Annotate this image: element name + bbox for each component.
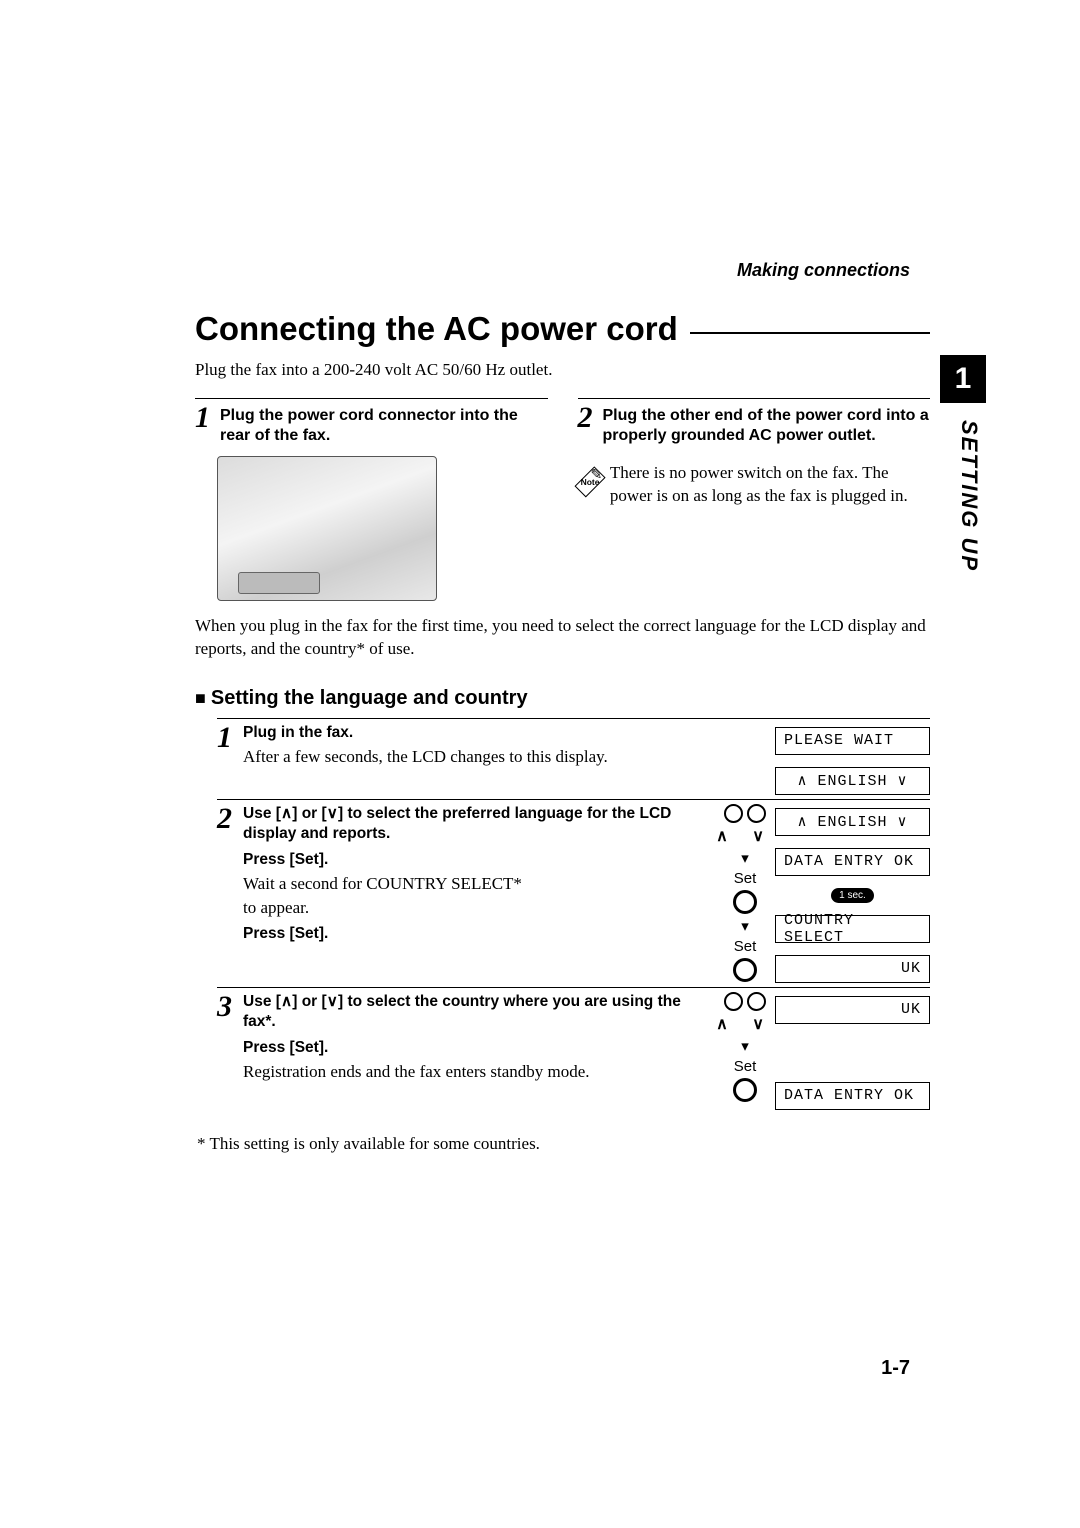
top-step-1: 1 Plug the power cord connector into the… (195, 398, 548, 601)
steps-block: 1 Plug in the fax. After a few seconds, … (217, 718, 930, 1110)
button-icon (724, 804, 743, 823)
lcd-display: ∧ ENGLISH ∨ (775, 808, 930, 836)
press-set: Press [Set]. (243, 850, 707, 870)
note-icon: Note (574, 466, 605, 497)
wait-badge: 1 sec. (831, 888, 874, 903)
step-subtext: After a few seconds, the LCD changes to … (243, 747, 707, 767)
set-label: Set (734, 1058, 757, 1075)
note-box: Note There is no power switch on the fax… (578, 462, 931, 508)
step-number: 1 (195, 403, 210, 433)
step-number: 1 (217, 723, 243, 795)
step-number: 3 (217, 992, 243, 1110)
lcd-display: PLEASE WAIT (775, 727, 930, 755)
step-instruction: Plug in the fax. (243, 723, 707, 743)
press-set: Press [Set]. (243, 924, 707, 944)
page-title: Connecting the AC power cord (195, 310, 678, 348)
lcd-display: DATA ENTRY OK (775, 848, 930, 876)
set-button-icon (733, 890, 757, 914)
lcd-display: ∧ ENGLISH ∨ (775, 767, 930, 795)
lcd-display: COUNTRY SELECT (775, 915, 930, 943)
press-set: Press [Set]. (243, 1038, 707, 1058)
lcd-display: UK (775, 996, 930, 1024)
page-content: Making connections Connecting the AC pow… (0, 0, 1080, 1254)
step-subtext: Registration ends and the fax enters sta… (243, 1062, 707, 1082)
control-column: ∧ ∨ Set (715, 992, 775, 1110)
top-step-2: 2 Plug the other end of the power cord i… (578, 398, 931, 601)
title-rule (690, 332, 930, 334)
title-row: Connecting the AC power cord (195, 310, 930, 348)
setting-step-3: 3 Use [∧] or [∨] to select the country w… (217, 987, 930, 1110)
step-instruction: Use [∧] or [∨] to select the preferred l… (243, 804, 707, 844)
setting-step-1: 1 Plug in the fax. After a few seconds, … (217, 718, 930, 795)
set-button-icon (733, 958, 757, 982)
lcd-display: DATA ENTRY OK (775, 1082, 930, 1110)
arrow-down-icon (741, 1037, 749, 1055)
footnote: * This setting is only available for som… (197, 1134, 930, 1154)
up-down-icon: ∧ ∨ (716, 826, 774, 846)
step-title: Plug the power cord connector into the r… (220, 403, 548, 446)
arrow-down-icon (741, 917, 749, 935)
arrow-down-icon (741, 849, 749, 867)
page-number: 1-7 (881, 1357, 910, 1380)
step-subtext: to appear. (243, 898, 707, 918)
button-icon (747, 804, 766, 823)
button-icon (724, 992, 743, 1011)
up-down-icon: ∧ ∨ (716, 1014, 774, 1034)
control-column: ∧ ∨ Set Set (715, 804, 775, 983)
set-button-icon (733, 1078, 757, 1102)
section-header: Making connections (737, 260, 910, 281)
set-label: Set (734, 938, 757, 955)
step-title: Plug the other end of the power cord int… (603, 403, 931, 446)
set-label: Set (734, 870, 757, 887)
button-icon (747, 992, 766, 1011)
step-number: 2 (578, 403, 593, 433)
intro-text: Plug the fax into a 200-240 volt AC 50/6… (195, 360, 930, 380)
note-text: There is no power switch on the fax. The… (610, 462, 930, 508)
note-label: Note (580, 477, 599, 487)
step-subtext: Wait a second for COUNTRY SELECT* (243, 874, 707, 894)
step-instruction: Use [∧] or [∨] to select the country whe… (243, 992, 707, 1032)
plugin-paragraph: When you plug in the fax for the first t… (195, 615, 930, 661)
fax-illustration (217, 456, 437, 601)
setting-step-2: 2 Use [∧] or [∨] to select the preferred… (217, 799, 930, 983)
top-steps: 1 Plug the power cord connector into the… (195, 398, 930, 601)
subheading: Setting the language and country (195, 687, 930, 710)
lcd-display: UK (775, 955, 930, 983)
step-number: 2 (217, 804, 243, 983)
